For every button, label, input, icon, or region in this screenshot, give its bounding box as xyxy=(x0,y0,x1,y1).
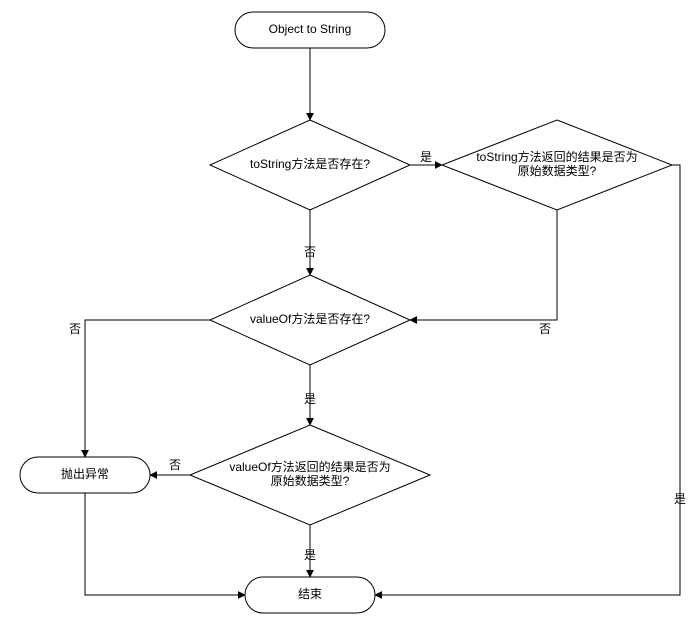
edge-d2-yes-end xyxy=(375,165,680,595)
flowchart-canvas: 是否否是是否否是Object to StringtoString方法是否存在?t… xyxy=(0,0,692,635)
edge-label-d3-yes-d4: 是 xyxy=(304,392,316,406)
node-label-end: 结束 xyxy=(298,587,322,601)
node-label-start: Object to String xyxy=(269,22,352,36)
node-d3: valueOf方法是否存在? xyxy=(210,275,410,365)
node-d1: toString方法是否存在? xyxy=(210,120,410,210)
edge-throw-end xyxy=(85,493,245,595)
edge-label-d1-no-d3: 否 xyxy=(304,245,316,259)
edge-d3-no-throw xyxy=(85,320,210,457)
nodes-layer: Object to String toString方法是否存在? toString方… xyxy=(20,12,672,613)
edge-label-d3-no-throw: 否 xyxy=(69,322,81,336)
node-label-throw: 抛出异常 xyxy=(61,466,109,481)
node-d4: valueOf方法返回的结果是否为原始数据类型? xyxy=(190,425,430,525)
node-label-d3: valueOf方法是否存在? xyxy=(250,311,370,326)
node-d2: toString方法返回的结果是否为原始数据类型? xyxy=(442,120,672,210)
node-end: 结束 xyxy=(245,577,375,613)
edge-label-d4-no-throw: 否 xyxy=(169,458,181,472)
node-label-d1: toString方法是否存在? xyxy=(250,156,370,171)
edge-label-d4-yes-end: 是 xyxy=(304,548,316,562)
node-throw: 抛出异常 xyxy=(20,457,150,493)
edge-label-d2-yes-end: 是 xyxy=(674,492,686,506)
node-start: Object to String xyxy=(235,12,385,48)
edge-label-d2-no-d3: 否 xyxy=(539,322,551,336)
edge-label-d1-yes-d2: 是 xyxy=(420,150,432,164)
edge-d2-no-d3 xyxy=(410,210,557,320)
